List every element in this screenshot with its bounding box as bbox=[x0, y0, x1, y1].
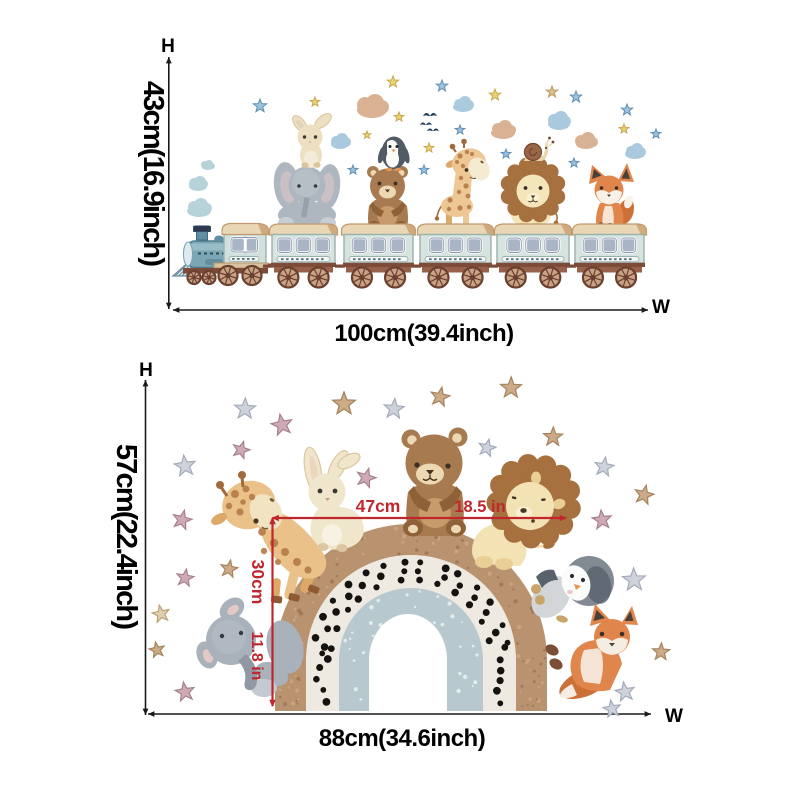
svg-text:47cm: 47cm bbox=[356, 496, 401, 516]
svg-text:H: H bbox=[139, 360, 153, 381]
svg-text:88cm(34.6inch): 88cm(34.6inch) bbox=[319, 725, 485, 752]
svg-text:57cm(22.4inch): 57cm(22.4inch) bbox=[110, 444, 142, 629]
svg-text:11.8 in: 11.8 in bbox=[248, 632, 265, 681]
svg-text:18.5 in: 18.5 in bbox=[454, 498, 505, 516]
svg-text:H: H bbox=[161, 36, 175, 57]
svg-text:100cm(39.4inch): 100cm(39.4inch) bbox=[334, 320, 513, 347]
svg-text:W: W bbox=[665, 706, 683, 727]
svg-text:43cm(16.9inch): 43cm(16.9inch) bbox=[137, 81, 169, 266]
svg-text:30cm: 30cm bbox=[248, 560, 268, 605]
svg-text:W: W bbox=[652, 297, 670, 318]
